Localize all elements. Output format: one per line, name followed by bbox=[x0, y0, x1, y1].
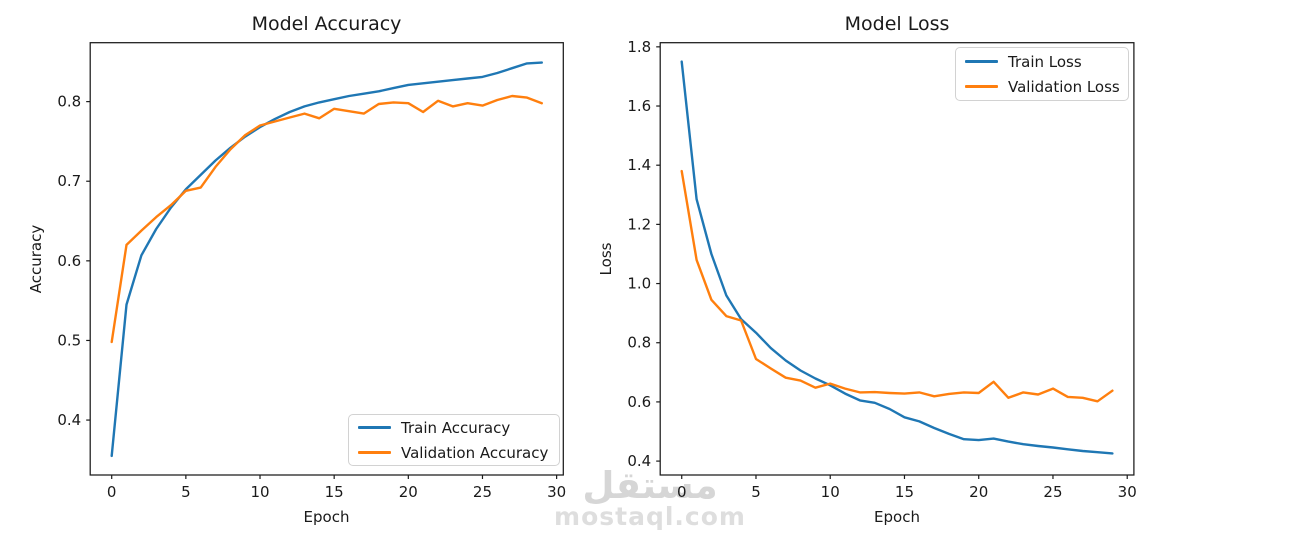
train-loss-line bbox=[680, 60, 1114, 455]
validation-accuracy-line bbox=[110, 94, 543, 344]
legend-label: Train Loss bbox=[1008, 52, 1082, 71]
x-tick-label: 0 bbox=[677, 483, 687, 501]
loss-xaxis-label: Epoch bbox=[874, 508, 920, 526]
legend-entry-train-accuracy: Train Accuracy bbox=[358, 419, 550, 437]
train-accuracy-line bbox=[110, 61, 543, 458]
train-loss-line-swatch bbox=[965, 60, 998, 63]
y-tick-label: 0.5 bbox=[57, 331, 81, 349]
train-accuracy-line-swatch bbox=[358, 426, 391, 429]
validation-loss-line bbox=[680, 169, 1114, 403]
model-loss-plot-area: 0 5 10 15 20 25 30 0.4 0.6 0.8 1.0 1.2 1.4 1.6 1.8 bbox=[627, 38, 1136, 501]
y-tick-label: 0.7 bbox=[57, 172, 81, 190]
legend-entry-train-loss: Train Loss bbox=[965, 53, 1119, 71]
y-tick-label: 0.4 bbox=[57, 411, 81, 429]
loss-legend: Train Loss Validation Loss bbox=[955, 47, 1129, 101]
x-tick-label: 5 bbox=[181, 483, 191, 501]
validation-accuracy-line-swatch bbox=[358, 451, 391, 454]
x-tick-label: 25 bbox=[473, 483, 492, 501]
y-tick-label: 1.0 bbox=[627, 275, 651, 293]
validation-loss-line-swatch bbox=[965, 85, 998, 88]
y-tick-label: 0.8 bbox=[627, 334, 651, 352]
y-tick-label: 0.6 bbox=[627, 393, 651, 411]
accuracy-yaxis-label: Accuracy bbox=[27, 224, 45, 294]
y-tick-label: 1.8 bbox=[627, 38, 651, 56]
accuracy-legend: Train Accuracy Validation Accuracy bbox=[348, 414, 560, 466]
x-tick-label: 30 bbox=[1118, 483, 1137, 501]
legend-entry-validation-loss: Validation Loss bbox=[965, 77, 1120, 96]
y-tick-label: 1.4 bbox=[627, 156, 651, 174]
x-tick-label: 10 bbox=[250, 483, 269, 501]
x-tick-label: 20 bbox=[969, 483, 988, 501]
loss-chart-title: Model Loss bbox=[844, 13, 950, 35]
y-tick-label: 0.6 bbox=[57, 252, 81, 270]
x-tick-label: 15 bbox=[895, 483, 914, 501]
y-tick-label: 0.8 bbox=[57, 93, 81, 111]
y-tick-label: 1.2 bbox=[627, 215, 651, 233]
axes-frame bbox=[659, 42, 1135, 476]
y-tick-label: 0.4 bbox=[627, 452, 651, 470]
x-tick-label: 0 bbox=[107, 483, 117, 501]
accuracy-xaxis-label: Epoch bbox=[303, 508, 350, 526]
x-tick-label: 30 bbox=[547, 483, 566, 501]
x-tick-label: 25 bbox=[1043, 483, 1062, 501]
axes-frame bbox=[89, 42, 564, 476]
x-tick-label: 20 bbox=[399, 483, 418, 501]
x-tick-label: 10 bbox=[821, 483, 840, 501]
x-tick-label: 5 bbox=[751, 483, 761, 501]
model-accuracy-plot-area: 0 5 10 15 20 25 30 0.4 0.5 0.6 0.7 0.8 bbox=[57, 42, 566, 501]
x-tick-label: 15 bbox=[325, 483, 344, 501]
legend-label: Train Accuracy bbox=[401, 418, 511, 437]
accuracy-chart-title: Model Accuracy bbox=[251, 13, 402, 35]
loss-yaxis-label: Loss bbox=[597, 242, 615, 276]
y-tick-label: 1.6 bbox=[627, 97, 651, 115]
legend-entry-validation-accuracy: Validation Accuracy bbox=[358, 444, 550, 462]
legend-label: Validation Loss bbox=[1008, 77, 1120, 96]
legend-label: Validation Accuracy bbox=[401, 443, 549, 462]
